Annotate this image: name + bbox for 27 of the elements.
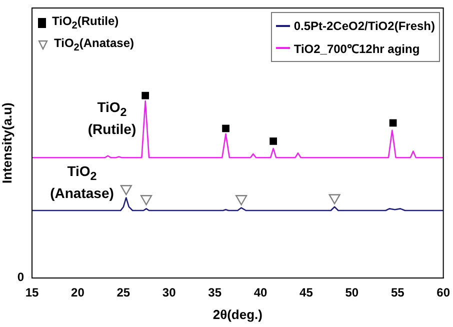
- point: [236, 195, 248, 206]
- x-tick-label: 20: [71, 286, 85, 300]
- x-axis-title: 2θ(deg.): [212, 306, 262, 322]
- point: [389, 119, 397, 127]
- point: [142, 92, 150, 100]
- x-tick-label: 25: [116, 286, 130, 300]
- x-tick-label: 50: [345, 286, 359, 300]
- point: [270, 137, 277, 145]
- x-tick-label: 40: [254, 286, 268, 300]
- annotation: TiO$_{2}$ (Rutile): [86, 99, 138, 137]
- legend-label: TiO2_700℃12hr aging: [294, 40, 420, 56]
- annotation: TiO$_{2}$ (Anatase): [49, 163, 115, 201]
- x-tick-label: 60: [436, 286, 450, 300]
- point: [328, 194, 340, 204]
- legend-label: TiO$_{2}$(Rutile): [52, 14, 119, 32]
- y-axis-title: Intensity(a.u): [0, 102, 14, 184]
- x-tick-label: 35: [208, 286, 222, 300]
- x-tick-label: 30: [162, 286, 176, 300]
- point: [222, 124, 230, 132]
- legend-label: 0.5Pt-2CeO2/TiO2(Fresh): [294, 19, 435, 33]
- legend-label: TiO$_{2}$(Anatase): [54, 36, 134, 54]
- x-tick-label: 55: [390, 286, 405, 300]
- x-tick-label: 45: [300, 286, 314, 300]
- point: [120, 185, 132, 196]
- point: [140, 195, 152, 206]
- text: 0: [17, 270, 24, 284]
- x-tick-label: 15: [25, 286, 39, 300]
